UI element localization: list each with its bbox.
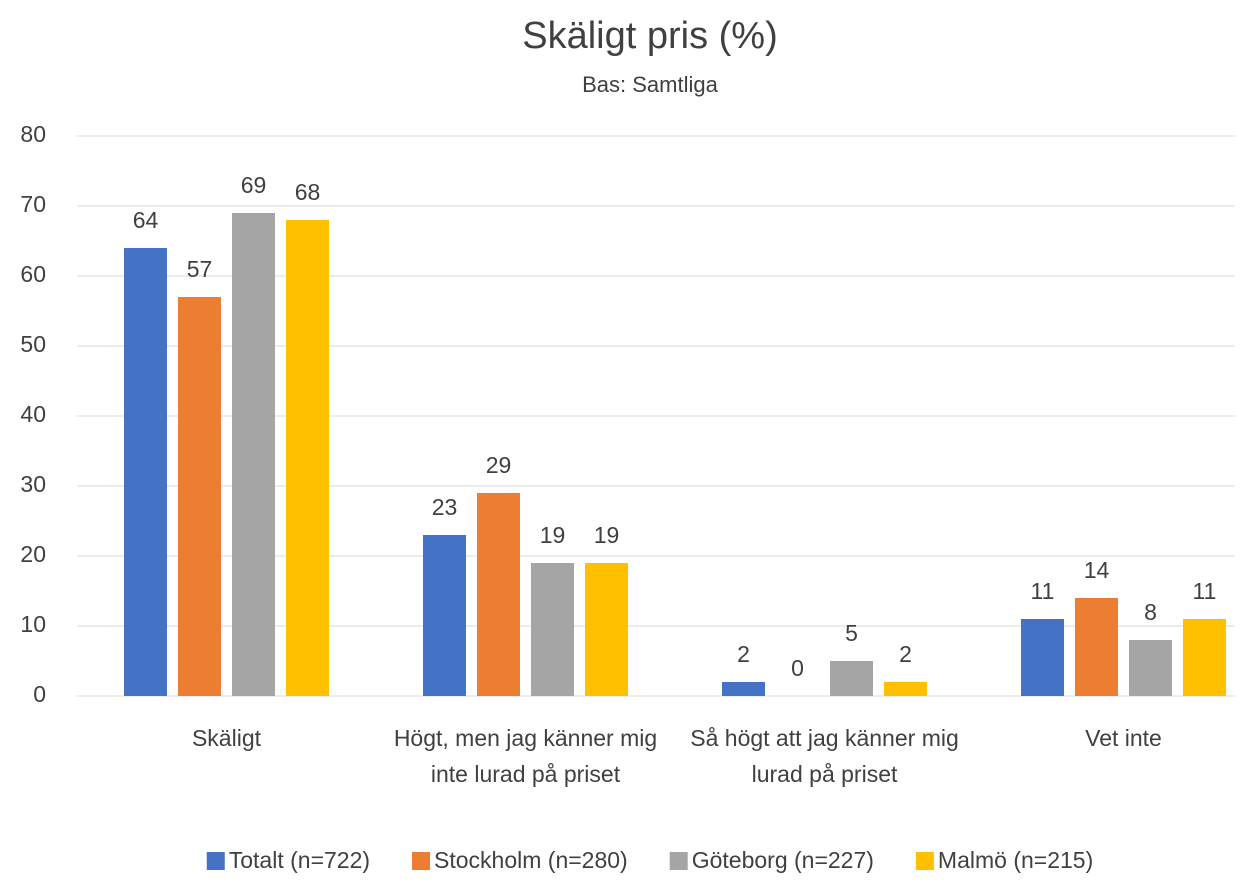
data-label: 11 bbox=[1193, 578, 1217, 604]
x-tick-label: Så högt att jag känner mig lurad på prise… bbox=[690, 725, 959, 787]
y-tick-label: 60 bbox=[20, 261, 46, 287]
data-label: 64 bbox=[133, 207, 159, 233]
legend: Totalt (n=722) Stockholm (n=280) Göteborg … bbox=[206, 847, 1093, 873]
y-tick-label: 20 bbox=[20, 541, 46, 567]
data-label: 2 bbox=[737, 641, 750, 667]
legend-swatch bbox=[412, 852, 431, 870]
data-label: 0 bbox=[791, 655, 804, 681]
x-tick-label: Vet inte bbox=[1085, 725, 1162, 751]
data-label: 69 bbox=[241, 172, 267, 198]
bar bbox=[1183, 619, 1226, 696]
x-tick-label: Skäligt bbox=[192, 725, 262, 751]
data-label: 57 bbox=[187, 256, 213, 282]
x-tick-label: Högt, men jag känner mig inte lurad på pr… bbox=[394, 725, 657, 787]
y-tick-label: 0 bbox=[33, 681, 46, 707]
bar bbox=[286, 220, 329, 696]
y-tick-label: 40 bbox=[20, 401, 46, 427]
legend-label: Totalt (n=722) bbox=[229, 847, 370, 873]
bar bbox=[423, 535, 466, 696]
legend-label: Göteborg (n=227) bbox=[692, 847, 874, 873]
bar bbox=[178, 297, 221, 696]
bar bbox=[232, 213, 275, 696]
y-tick-label: 70 bbox=[20, 191, 46, 217]
data-label: 68 bbox=[295, 179, 321, 205]
data-label: 2 bbox=[899, 641, 912, 667]
bar bbox=[722, 682, 765, 696]
data-label: 11 bbox=[1031, 578, 1055, 604]
bar bbox=[884, 682, 927, 696]
bar bbox=[1075, 598, 1118, 696]
chart-title: Skäligt pris (%) bbox=[522, 15, 778, 57]
bar bbox=[1021, 619, 1064, 696]
data-label: 8 bbox=[1144, 599, 1157, 625]
y-tick-label: 80 bbox=[20, 121, 46, 147]
legend-swatch bbox=[669, 852, 688, 870]
bar bbox=[124, 248, 167, 696]
data-label: 19 bbox=[594, 522, 620, 548]
y-tick-label: 50 bbox=[20, 331, 46, 357]
legend-label: Malmö (n=215) bbox=[938, 847, 1093, 873]
bar bbox=[531, 563, 574, 696]
legend-label: Stockholm (n=280) bbox=[434, 847, 628, 873]
data-label: 19 bbox=[540, 522, 566, 548]
bar bbox=[830, 661, 873, 696]
data-label: 5 bbox=[845, 620, 858, 646]
data-label: 29 bbox=[486, 452, 512, 478]
bar bbox=[585, 563, 628, 696]
data-label: 14 bbox=[1084, 557, 1110, 583]
data-label: 23 bbox=[432, 494, 458, 520]
y-tick-label: 30 bbox=[20, 471, 46, 497]
bar bbox=[477, 493, 520, 696]
chart-subtitle: Bas: Samtliga bbox=[582, 72, 718, 97]
y-tick-label: 10 bbox=[20, 611, 46, 637]
bar bbox=[1129, 640, 1172, 696]
legend-swatch bbox=[206, 852, 225, 870]
legend-swatch bbox=[915, 852, 934, 870]
